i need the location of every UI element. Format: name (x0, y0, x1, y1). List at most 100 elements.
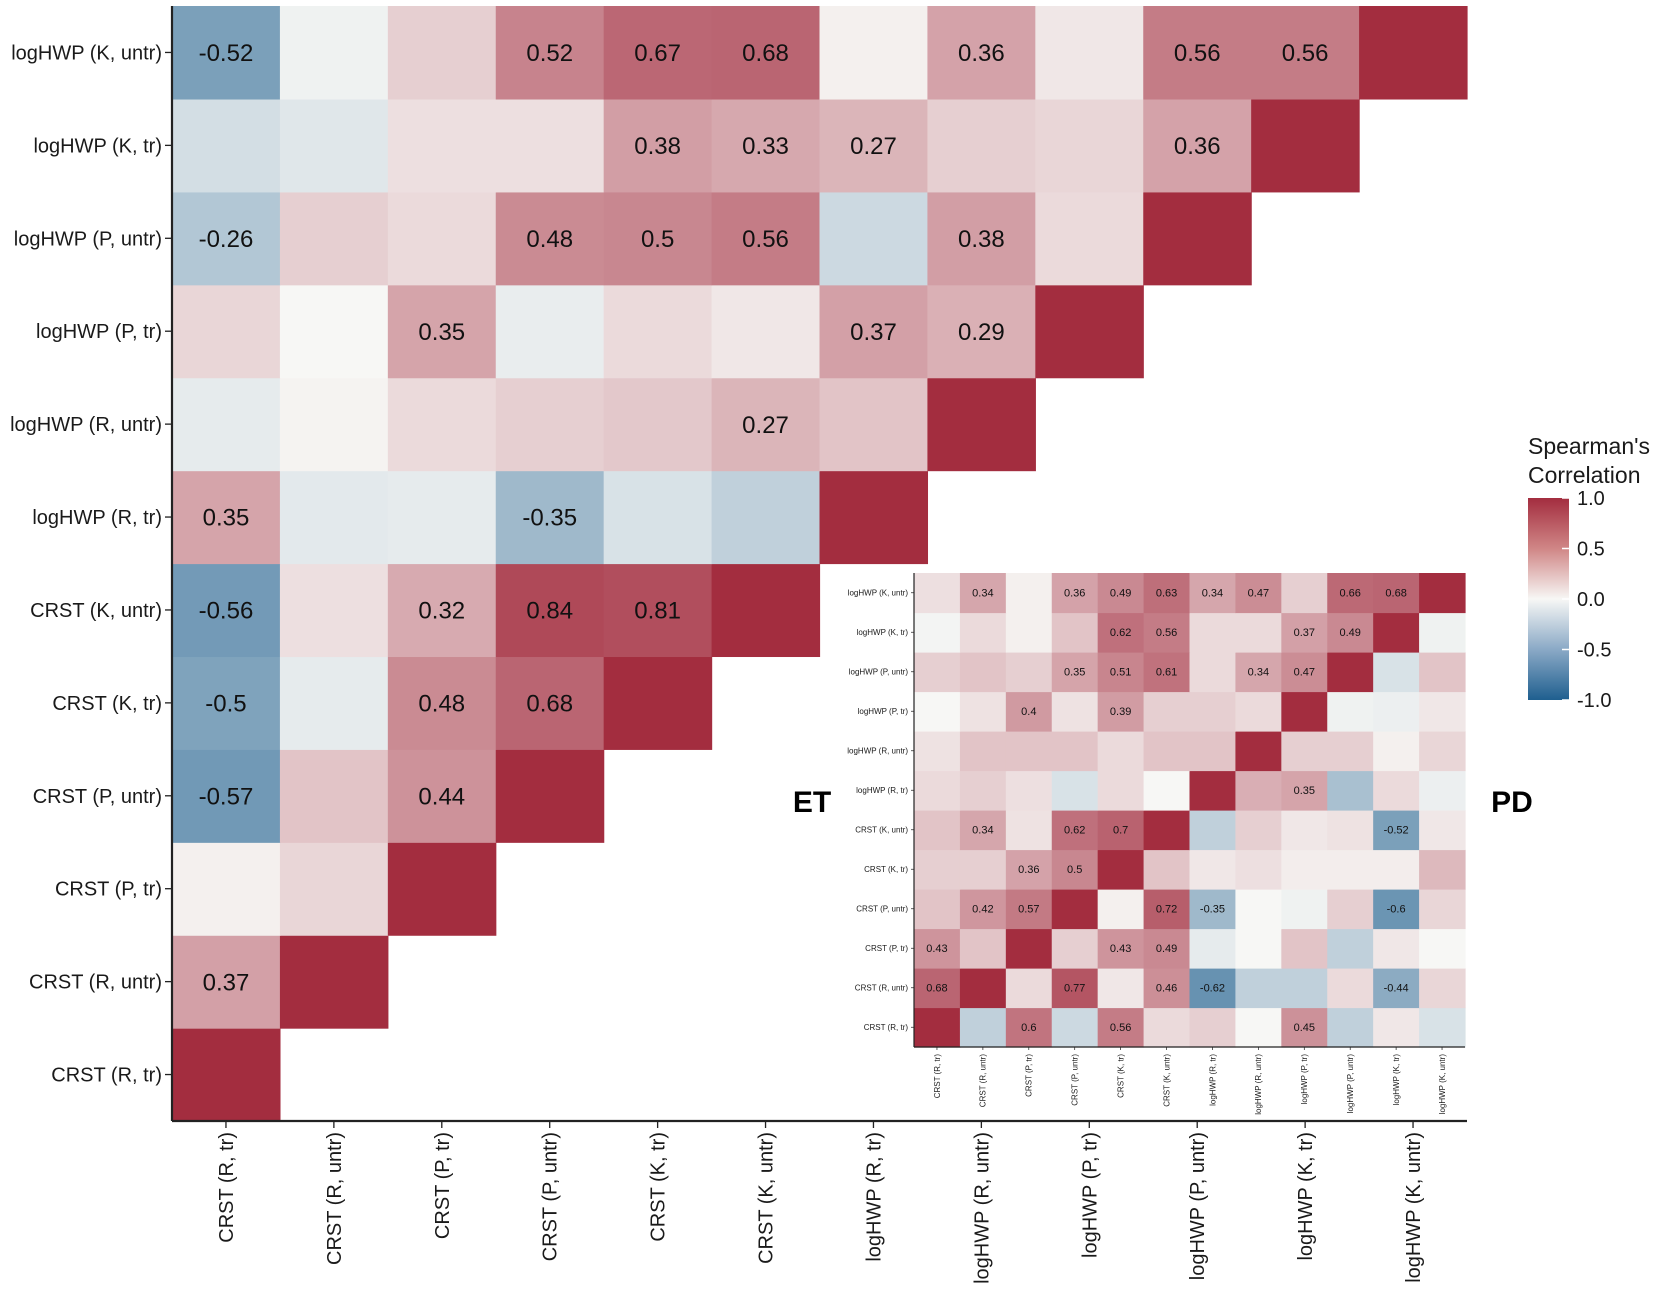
pd-cell-value: -0.62 (1200, 983, 1225, 995)
pd-cell (1189, 652, 1237, 693)
pd-cell (1051, 928, 1099, 969)
pd-cell-value: 0.63 (1156, 588, 1177, 600)
pd-cell (914, 770, 961, 811)
et-cell (927, 284, 1036, 379)
pd-cell (1419, 1007, 1466, 1048)
et-cell (819, 6, 929, 100)
pd-cell (1419, 810, 1466, 851)
et-x-tick-label: logHWP (K, tr) (1295, 1132, 1317, 1261)
pd-cell (914, 849, 961, 890)
pd-cell (1189, 889, 1237, 930)
pd-cell (1189, 770, 1237, 811)
pd-cell (1143, 770, 1191, 811)
et-cell-value: 0.68 (742, 40, 789, 67)
pd-cell (959, 928, 1007, 969)
pd-cell (1235, 731, 1282, 772)
et-cell (172, 842, 281, 936)
pd-cell-value: -0.35 (1200, 904, 1225, 916)
et-cell-value: 0.44 (418, 783, 465, 810)
pd-cell-value: 0.77 (1064, 983, 1085, 995)
pd-cell (1327, 928, 1374, 969)
et-cell (279, 749, 389, 843)
pd-cell (914, 731, 961, 772)
et-y-tick-label: CRST (K, tr) (52, 693, 162, 715)
et-cell (1035, 284, 1144, 379)
pd-cell-value: 0.43 (926, 943, 947, 955)
et-y-tick-label: logHWP (R, untr) (10, 414, 162, 436)
et-cell (387, 377, 497, 472)
et-x-tick-label: CRST (P, tr) (432, 1132, 454, 1239)
et-heatmap: 0.37 -0.57 0.44 -0.5 0.48 0.68 -0.56 0.32 0.84 0.… (10, 6, 1468, 1284)
pd-cell (1419, 691, 1466, 732)
et-cell (279, 563, 389, 658)
et-cell (279, 377, 389, 472)
et-cell (495, 98, 605, 193)
pd-cell (1051, 652, 1099, 693)
et-cell-value: 0.48 (418, 691, 465, 718)
pd-cell (1005, 810, 1053, 851)
pd-cell (1143, 889, 1191, 930)
color-legend: Spearman's Correlation 1.0 0.5 0.0 -0.5 -1.0 (1528, 433, 1650, 712)
pd-cell (1419, 849, 1466, 890)
et-cell-value: 0.81 (634, 598, 681, 625)
pd-cell (1051, 770, 1099, 811)
pd-cell (1005, 1007, 1053, 1048)
pd-cell (1419, 731, 1466, 772)
et-cell (279, 6, 389, 100)
et-cell (1143, 98, 1252, 193)
et-cell (819, 470, 929, 565)
pd-cell (1051, 889, 1099, 930)
et-x-tick-label: logHWP (R, tr) (863, 1132, 885, 1262)
pd-cell (1005, 849, 1053, 890)
pd-cell (1051, 731, 1099, 772)
pd-cell (1005, 652, 1053, 693)
pd-cell (1373, 652, 1420, 693)
et-y-tick-label: logHWP (P, tr) (36, 321, 162, 343)
pd-x-tick-label: CRST (K, tr) (1116, 1054, 1125, 1098)
pd-cell (1143, 968, 1191, 1009)
pd-cell (1051, 612, 1099, 653)
et-cell (495, 6, 605, 100)
et-cell (927, 98, 1036, 193)
pd-cell (959, 652, 1007, 693)
pd-cell (959, 573, 1007, 614)
et-cell (819, 191, 929, 286)
et-y-tick-label: CRST (P, tr) (55, 879, 162, 901)
pd-cell (1373, 810, 1420, 851)
pd-cell (1097, 810, 1145, 851)
et-cell-value: 0.38 (958, 226, 1005, 253)
pd-x-tick-label: logHWP (R, tr) (1208, 1054, 1217, 1106)
pd-cell (1051, 968, 1099, 1009)
pd-cell (1327, 652, 1374, 693)
et-x-tick-label: CRST (R, untr) (324, 1132, 346, 1265)
pd-y-tick-label: CRST (P, tr) (865, 944, 908, 953)
pd-cell (1005, 770, 1053, 811)
et-cell (711, 191, 821, 286)
pd-cell (1281, 928, 1328, 969)
et-cell-value: 0.29 (958, 319, 1005, 346)
pd-cell-value: -0.52 (1384, 825, 1409, 837)
pd-cell (1235, 968, 1282, 1009)
et-cell (387, 470, 497, 565)
pd-cell (1327, 612, 1374, 653)
pd-cell (1235, 612, 1282, 653)
pd-cell (914, 968, 961, 1009)
pd-cell-value: 0.34 (1248, 667, 1269, 679)
pd-cell (1281, 810, 1328, 851)
pd-y-tick-label: CRST (K, tr) (864, 865, 908, 874)
pd-cell-value: 0.68 (926, 983, 947, 995)
et-cell (711, 6, 821, 100)
pd-cell (1373, 770, 1420, 811)
et-cell (927, 377, 1036, 472)
pd-x-tick-label: CRST (P, untr) (1071, 1054, 1080, 1106)
pd-cell (1235, 810, 1282, 851)
pd-cell (1097, 652, 1145, 693)
pd-cell (1189, 691, 1237, 732)
pd-cell (1281, 731, 1328, 772)
et-cell (172, 563, 281, 658)
pd-cell (1097, 691, 1145, 732)
et-cell (387, 191, 497, 286)
pd-cell (1189, 968, 1237, 1009)
pd-cell (1235, 928, 1282, 969)
et-cell (495, 656, 605, 750)
